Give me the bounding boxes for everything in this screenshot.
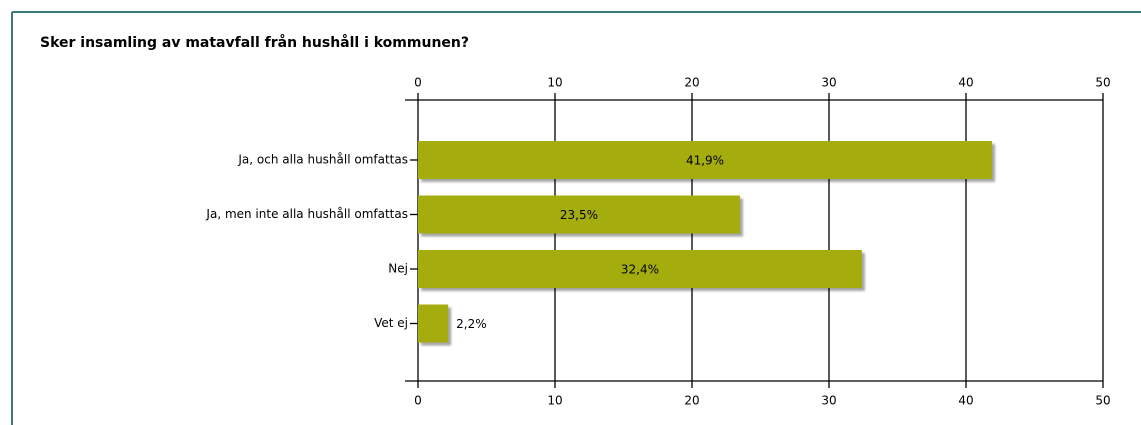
x-tick-label: 20 (684, 394, 699, 408)
x-tick-label: 40 (958, 76, 973, 90)
bar (418, 304, 449, 343)
x-tick-label: 10 (547, 394, 562, 408)
bar (418, 250, 862, 288)
x-tick-label: 20 (684, 76, 699, 90)
x-tick-label: 10 (547, 76, 562, 90)
bar (418, 195, 740, 234)
chart-title: Sker insamling av matavfall från hushåll… (40, 34, 469, 51)
x-tick-label: 50 (1095, 394, 1110, 408)
x-tick-label: 30 (821, 394, 836, 408)
value-label: 41,9% (686, 154, 724, 168)
x-tick-label: 50 (1095, 76, 1110, 90)
value-label: 2,2% (456, 317, 487, 331)
value-label: 23,5% (560, 208, 598, 222)
x-tick-label: 0 (414, 394, 422, 408)
y-tick-label: Vet ej (374, 316, 408, 330)
x-tick-label: 30 (821, 76, 836, 90)
x-tick-label: 0 (414, 76, 422, 90)
y-tick-label: Nej (388, 262, 408, 276)
bar (418, 141, 993, 179)
y-tick-label: Ja, men inte alla hushåll omfattas (205, 207, 408, 221)
value-label: 32,4% (621, 263, 659, 277)
y-tick-label: Ja, och alla hushåll omfattas (237, 153, 408, 167)
x-tick-label: 40 (958, 394, 973, 408)
